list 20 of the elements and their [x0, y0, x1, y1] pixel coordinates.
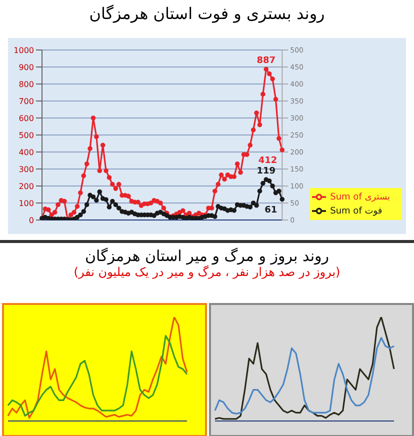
y-tick-label: 100 [18, 198, 34, 208]
y-tick-label: 600 [18, 114, 34, 123]
y-tick-label: 500 [18, 130, 34, 140]
chart-title: روند بستری و فوت استان هرمزگان [88, 4, 326, 23]
data-label: 61 [264, 205, 278, 216]
y-tick-label: 200 [18, 182, 34, 191]
data-label: 119 [256, 166, 276, 177]
chart-title: روند بروز و مرگ و میر استان هرمزگان [84, 247, 330, 265]
data-label: 887 [256, 56, 276, 66]
y-tick-label: 0 [28, 216, 34, 225]
y-tick-label: 800 [18, 80, 34, 89]
legend-label: Sum of فوت [330, 206, 382, 216]
y-tick-label: 400 [18, 148, 34, 157]
legend-label: Sum of بستری [330, 192, 390, 202]
chart-subtitle: (بروز در صد هزار نفر ، مرگ و میر در یک میلیون نفر) [72, 265, 342, 279]
y-tick-label: 900 [18, 62, 34, 72]
y-tick-label: 300 [18, 164, 34, 174]
data-label: 412 [258, 156, 278, 166]
y-tick-label: 700 [18, 96, 34, 106]
y-tick-label: 1000 [14, 46, 34, 55]
